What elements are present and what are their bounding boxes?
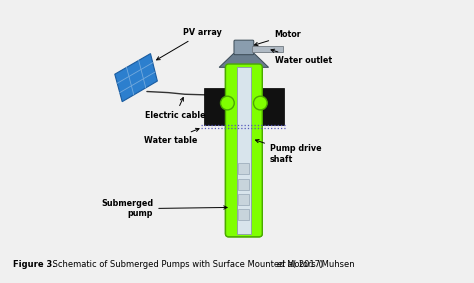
Text: Motor: Motor	[255, 31, 301, 46]
Text: PV array: PV array	[156, 28, 222, 60]
Circle shape	[254, 96, 267, 110]
Bar	[238, 164, 249, 174]
Bar	[238, 209, 249, 220]
FancyBboxPatch shape	[226, 64, 262, 237]
Text: Schematic of Submerged Pumps with Surface Mounted Motors (Muhsen: Schematic of Submerged Pumps with Surfac…	[50, 260, 357, 269]
FancyBboxPatch shape	[226, 64, 262, 237]
Text: Figure 3.: Figure 3.	[13, 260, 56, 269]
Text: Water table: Water table	[144, 128, 199, 145]
Polygon shape	[219, 53, 269, 67]
Bar	[237, 67, 251, 233]
Polygon shape	[115, 53, 157, 102]
Text: Submerged
pump: Submerged pump	[101, 199, 227, 218]
Text: et al: et al	[277, 260, 296, 269]
Bar	[252, 46, 283, 52]
Text: Water outlet: Water outlet	[271, 49, 333, 65]
Bar	[204, 88, 284, 125]
Bar	[238, 194, 249, 205]
Text: ., 2017): ., 2017)	[291, 260, 323, 269]
Text: Pump drive
shaft: Pump drive shaft	[255, 140, 321, 164]
Bar	[238, 179, 249, 190]
FancyBboxPatch shape	[234, 40, 254, 55]
Circle shape	[220, 96, 234, 110]
Text: Electric cable: Electric cable	[145, 98, 206, 120]
